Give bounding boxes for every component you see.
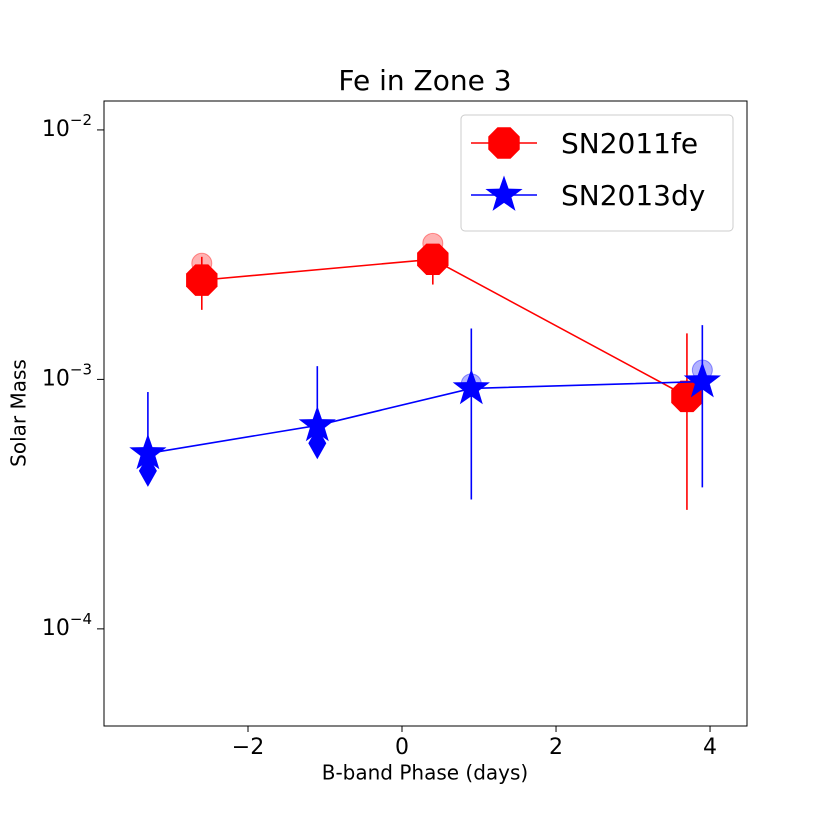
series-line [201,258,688,398]
y-tick-label: 10−2 [42,110,92,142]
data-marker [298,405,336,442]
y-tick-exponent: −3 [70,360,92,378]
data-marker [129,433,167,470]
y-tick-base: 10 [42,616,70,641]
data-marker [417,243,449,275]
plot-frame [103,100,748,727]
x-axis-label: B-band Phase (days) [322,761,529,785]
y-tick-label: 10−4 [42,609,92,641]
x-tick-label: 4 [703,735,717,760]
data-marker [683,362,721,398]
legend-box [460,114,734,232]
legend-marker [488,127,520,159]
y-tick-label: 10−3 [42,360,92,392]
x-tick-label: 2 [549,735,563,760]
legend-label: SN2011fe [561,127,698,160]
legend-label: SN2013dy [561,179,705,212]
x-tick-label: −2 [232,735,264,760]
chart-title: Fe in Zone 3 [338,64,511,97]
data-marker [186,264,218,296]
x-tick-label: 0 [395,735,409,760]
y-tick-base: 10 [42,117,70,142]
data-marker [452,368,490,405]
legend-marker [485,175,523,211]
series-line [147,380,703,455]
y-tick-base: 10 [42,366,70,391]
y-tick-exponent: −2 [70,110,92,128]
y-axis-label: Solar Mass [7,359,31,467]
y-tick-exponent: −4 [70,609,92,627]
